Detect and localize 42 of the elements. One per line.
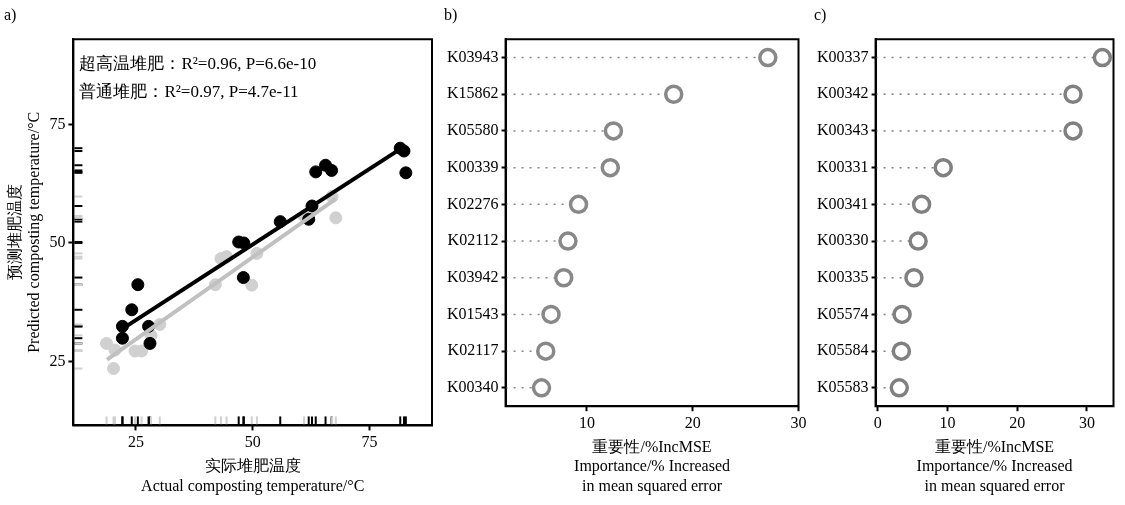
y-tick-label: K00330: [816, 231, 869, 249]
x-tick-label: 20: [684, 414, 701, 431]
x-tick-label: 75: [361, 433, 378, 451]
y-tick-label: K02276: [446, 194, 499, 212]
x-axis-title: 重要性/%IncMSE Importance/% Increased in mean squared error: [574, 438, 730, 495]
annotation: 超高温堆肥：R²=0.96, P=6.6e-10: [79, 54, 317, 74]
y-tick-label: 25: [49, 351, 66, 369]
x-tick-label: 0: [873, 414, 882, 431]
x-tick-label: 10: [939, 414, 956, 431]
chart-title: a): [4, 5, 17, 24]
y-tick-label: K00340: [446, 378, 499, 396]
y-tick-label: K05580: [446, 121, 499, 139]
y-tick-label: K05584: [816, 341, 869, 359]
y-tick-label: 50: [49, 233, 66, 251]
x-tick-label: 10: [578, 414, 595, 431]
x-axis-title: 实际堆肥温度 Actual composting temperature/°C: [141, 457, 365, 495]
x-tick-label: 50: [244, 433, 261, 451]
y-tick-label: K05583: [816, 378, 869, 396]
y-tick-label: K00335: [816, 267, 869, 285]
x-tick-label: 25: [127, 433, 144, 451]
y-tick-label: K00337: [816, 47, 869, 65]
y-tick-label: K05574: [816, 304, 869, 322]
y-tick-label: K02112: [447, 231, 499, 249]
y-tick-label: K02117: [447, 341, 499, 359]
y-tick-label: K00341: [816, 194, 869, 212]
chart-title: b): [444, 5, 458, 24]
y-tick-label: K00342: [816, 84, 869, 102]
y-tick-label: K00331: [816, 157, 869, 175]
y-tick-label: K01543: [446, 304, 499, 322]
x-axis-title: 重要性/%IncMSE Importance/% Increased in mean squared error: [916, 438, 1073, 495]
annotation: 普通堆肥：R²=0.97, P=4.7e-11: [79, 82, 299, 102]
y-tick-label: 75: [49, 114, 66, 132]
y-tick-label: K03942: [446, 267, 499, 285]
y-tick-label: K00339: [446, 157, 499, 175]
y-axis-title: 预测堆肥温度 Predicted composting temperature/°C: [5, 111, 43, 353]
chart-title: c): [814, 5, 827, 24]
y-tick-label: K03943: [446, 47, 499, 65]
x-tick-label: 20: [1009, 414, 1026, 431]
y-tick-label: K15862: [446, 84, 499, 102]
y-tick-label: K00343: [816, 121, 869, 139]
x-tick-label: 30: [1078, 414, 1095, 431]
x-tick-label: 30: [790, 414, 807, 431]
